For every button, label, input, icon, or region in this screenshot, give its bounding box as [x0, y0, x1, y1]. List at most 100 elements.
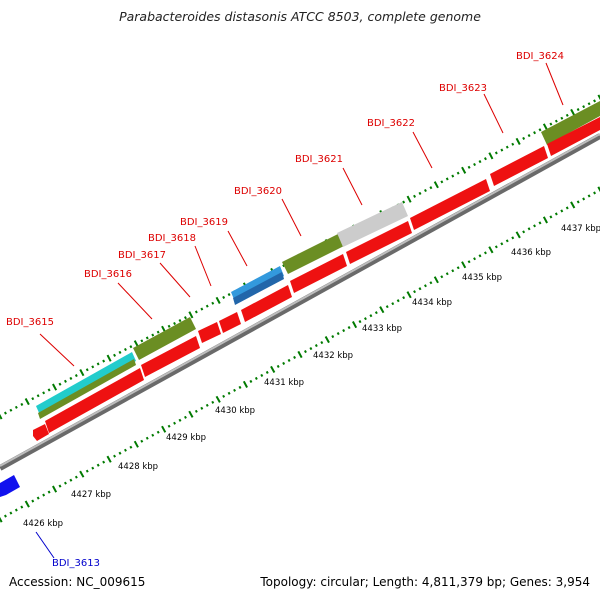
minor-tick: [560, 116, 564, 120]
minor-tick: [320, 341, 324, 345]
minor-tick: [424, 284, 427, 288]
minor-tick: [69, 478, 73, 482]
cds-arrow[interactable]: [241, 285, 292, 322]
feature-olive-3616[interactable]: [133, 317, 196, 360]
minor-tick: [336, 332, 340, 336]
cds-arrow[interactable]: [346, 221, 412, 264]
minor-tick: [593, 191, 596, 195]
gene-label[interactable]: BDI_3613: [52, 558, 100, 569]
cds-arrow[interactable]: [490, 146, 548, 186]
minor-tick: [205, 304, 209, 308]
minor-tick: [565, 206, 569, 210]
major-tick: [515, 137, 521, 145]
major-tick: [406, 291, 412, 299]
major-tick: [461, 166, 467, 174]
major-tick: [24, 500, 30, 508]
minor-tick: [478, 254, 482, 258]
minor-tick: [358, 320, 362, 324]
major-tick: [270, 365, 276, 373]
minor-tick: [85, 469, 89, 473]
minor-tick: [391, 302, 395, 306]
minor-tick: [511, 142, 515, 146]
minor-tick: [538, 221, 542, 225]
feature-grey-3621[interactable]: [337, 202, 408, 247]
gene-label[interactable]: BDI_3617: [118, 250, 166, 261]
minor-tick: [413, 194, 416, 198]
gene-label[interactable]: BDI_3615: [6, 317, 54, 328]
minor-tick: [451, 269, 455, 273]
minor-tick: [473, 257, 476, 261]
minor-tick: [222, 394, 226, 398]
gene-label[interactable]: BDI_3622: [367, 118, 415, 129]
major-tick: [433, 181, 439, 189]
scale-label: 4430 kbp: [215, 406, 255, 416]
accession-text: Accession: NC_009615: [9, 575, 146, 589]
minor-tick: [254, 376, 258, 380]
minor-tick: [342, 329, 346, 333]
cds-arrow[interactable]: [290, 254, 347, 293]
feature-cyan-3615[interactable]: [36, 352, 136, 419]
minor-tick: [522, 136, 526, 140]
major-tick: [488, 246, 494, 254]
scale-tick-row: [0, 186, 600, 523]
minor-tick: [238, 385, 242, 389]
major-tick: [188, 410, 194, 418]
gene-label[interactable]: BDI_3621: [295, 154, 343, 165]
gene-label[interactable]: BDI_3620: [234, 186, 282, 197]
minor-tick: [549, 122, 553, 126]
minor-tick: [4, 514, 7, 518]
minor-tick: [440, 275, 444, 279]
minor-tick: [505, 145, 509, 149]
minor-tick: [4, 411, 7, 415]
gene-label[interactable]: BDI_3623: [439, 83, 487, 94]
gene-label[interactable]: BDI_3618: [148, 233, 196, 244]
minor-tick: [484, 251, 487, 255]
cds-arrow[interactable]: [198, 322, 221, 343]
minor-tick: [418, 191, 422, 195]
feature-olive-3624[interactable]: [541, 101, 600, 145]
minor-tick: [369, 314, 373, 318]
scale-label: 4437 kbp: [561, 224, 600, 234]
gene-label[interactable]: BDI_3624: [516, 51, 564, 62]
minor-tick: [9, 511, 13, 515]
minor-tick: [194, 409, 198, 413]
cds-arrow[interactable]: [33, 424, 49, 441]
cds-arrow[interactable]: [547, 117, 600, 156]
major-tick: [461, 261, 467, 269]
major-tick: [106, 354, 112, 362]
major-tick: [597, 186, 600, 193]
cds-arrow[interactable]: [219, 312, 241, 333]
minor-tick: [42, 391, 46, 395]
minor-tick: [287, 358, 291, 362]
genome-summary: Topology: circular; Length: 4,811,379 bp…: [260, 575, 590, 589]
minor-tick: [64, 481, 67, 485]
minor-tick: [140, 339, 144, 343]
cds-arrow[interactable]: [410, 179, 490, 230]
minor-tick: [184, 316, 187, 320]
minor-tick: [145, 436, 149, 440]
minor-tick: [560, 209, 564, 213]
minor-tick: [265, 370, 269, 374]
minor-tick: [511, 236, 515, 240]
feature-blue-3619[interactable]: [231, 266, 284, 305]
minor-tick: [413, 290, 416, 294]
major-tick: [52, 383, 58, 391]
minor-tick: [527, 134, 531, 138]
minor-tick: [429, 281, 433, 285]
minor-tick: [249, 379, 253, 383]
scale-label: 4428 kbp: [118, 462, 158, 472]
minor-tick: [276, 364, 280, 368]
minor-tick: [14, 508, 18, 512]
cds-arrow-blue[interactable]: [0, 475, 20, 497]
cds-arrow[interactable]: [141, 336, 200, 377]
feature-olive-3620[interactable]: [282, 234, 344, 274]
minor-tick: [440, 180, 444, 184]
gene-label[interactable]: BDI_3619: [180, 217, 228, 228]
minor-tick: [151, 433, 155, 437]
minor-tick: [445, 272, 449, 276]
cds-arrow[interactable]: [45, 368, 144, 433]
gene-label[interactable]: BDI_3616: [84, 269, 132, 280]
minor-tick: [484, 157, 487, 161]
minor-tick: [593, 99, 596, 103]
